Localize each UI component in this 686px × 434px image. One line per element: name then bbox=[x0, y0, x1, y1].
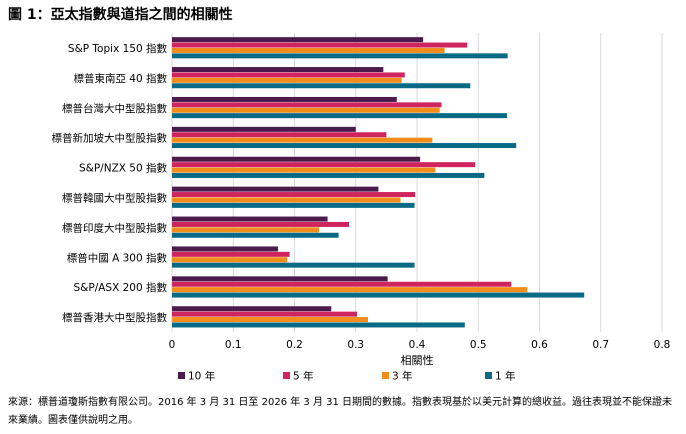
footnote: 來源：標普道瓊斯指數有限公司。2016 年 3 月 31 日至 2026 年 3… bbox=[8, 397, 673, 426]
bar-group bbox=[172, 37, 508, 59]
legend-label: 3 年 bbox=[392, 370, 413, 383]
legend-item: 1 年 bbox=[485, 370, 516, 383]
bar-group bbox=[172, 186, 416, 208]
x-tick-label: 0.6 bbox=[531, 339, 548, 351]
bar-group bbox=[172, 67, 471, 89]
legend-item: 3 年 bbox=[382, 370, 413, 383]
bar bbox=[172, 37, 424, 43]
bar bbox=[172, 96, 397, 102]
bar bbox=[172, 322, 465, 328]
legend-label: 5 年 bbox=[293, 370, 314, 383]
legend-item: 5 年 bbox=[283, 370, 314, 383]
category-label: 標普香港大中型股指數 bbox=[62, 311, 167, 324]
bar bbox=[172, 107, 440, 113]
bar bbox=[172, 143, 517, 149]
bar bbox=[172, 47, 445, 53]
bar bbox=[172, 311, 357, 317]
x-tick-label: 0.8 bbox=[654, 339, 671, 351]
bar bbox=[172, 77, 402, 83]
x-tick-label: 0.7 bbox=[592, 339, 609, 351]
bar-group bbox=[172, 276, 585, 298]
bar bbox=[172, 172, 485, 178]
bar bbox=[172, 126, 356, 132]
bar bbox=[172, 102, 442, 108]
legend-label: 1 年 bbox=[495, 370, 516, 383]
category-label: 標普印度大中型股指數 bbox=[62, 221, 167, 234]
bar bbox=[172, 287, 528, 293]
legend-swatch bbox=[178, 372, 185, 379]
bar bbox=[172, 156, 421, 162]
bar bbox=[172, 132, 387, 138]
bar bbox=[172, 292, 585, 298]
bar bbox=[172, 306, 332, 312]
bar bbox=[172, 251, 290, 257]
bar bbox=[172, 42, 468, 48]
x-tick-label: 0.5 bbox=[470, 339, 487, 351]
bar bbox=[172, 227, 319, 233]
bar bbox=[172, 53, 508, 59]
bar bbox=[172, 262, 415, 268]
bar-group bbox=[172, 126, 517, 149]
category-label: 標普中國 A 300 指數 bbox=[67, 251, 168, 264]
category-label: S&P/NZX 50 指數 bbox=[79, 162, 167, 175]
bar bbox=[172, 221, 350, 227]
category-label: 標普韓國大中型股指數 bbox=[62, 191, 167, 204]
bar bbox=[172, 216, 328, 222]
bar bbox=[172, 281, 512, 287]
bar bbox=[172, 257, 288, 263]
bar bbox=[172, 192, 416, 198]
legend-item: 10 年 bbox=[178, 370, 215, 383]
x-tick-label: 0 bbox=[169, 339, 176, 351]
bar-group bbox=[172, 96, 508, 119]
category-label: S&P/ASX 200 指數 bbox=[74, 281, 168, 294]
bar bbox=[172, 232, 339, 238]
bar bbox=[172, 67, 384, 73]
legend: 10 年 5 年 3 年 1 年 bbox=[178, 370, 516, 383]
bar bbox=[172, 83, 471, 89]
x-tick-label: 0.3 bbox=[347, 339, 364, 351]
bar bbox=[172, 276, 388, 282]
bar-group bbox=[172, 156, 485, 178]
x-tick-label: 0.1 bbox=[225, 339, 242, 351]
bar bbox=[172, 72, 405, 78]
category-label: 標普東南亞 40 指數 bbox=[73, 72, 167, 85]
category-label: 標普新加坡大中型股指數 bbox=[52, 132, 168, 145]
bar-group bbox=[172, 306, 465, 328]
category-label: S&P Topix 150 指數 bbox=[68, 42, 168, 55]
bar bbox=[172, 317, 368, 323]
legend-swatch bbox=[382, 372, 389, 379]
legend-swatch bbox=[485, 372, 492, 379]
bar-group bbox=[172, 216, 350, 238]
bar bbox=[172, 202, 415, 208]
bar bbox=[172, 246, 278, 252]
bar bbox=[172, 197, 401, 203]
bar bbox=[172, 137, 433, 143]
bar bbox=[172, 167, 436, 173]
bar-groups bbox=[172, 37, 585, 328]
legend-swatch bbox=[283, 372, 290, 379]
x-tick-label: 0.4 bbox=[409, 339, 426, 351]
bar bbox=[172, 113, 508, 119]
bar-group bbox=[172, 246, 415, 268]
bar bbox=[172, 162, 476, 168]
x-axis-label: 相關性 bbox=[401, 353, 434, 367]
bar bbox=[172, 186, 379, 192]
legend-label: 10 年 bbox=[188, 370, 215, 383]
chart-title: 圖 1：亞太指數與道指之間的相關性 bbox=[8, 7, 233, 23]
category-label: 標普台灣大中型股指數 bbox=[62, 102, 167, 115]
x-tick-label: 0.2 bbox=[286, 339, 303, 351]
x-tick-labels: 0 0.1 0.2 0.3 0.4 0.5 0.6 0.7 0.8 bbox=[169, 339, 671, 351]
